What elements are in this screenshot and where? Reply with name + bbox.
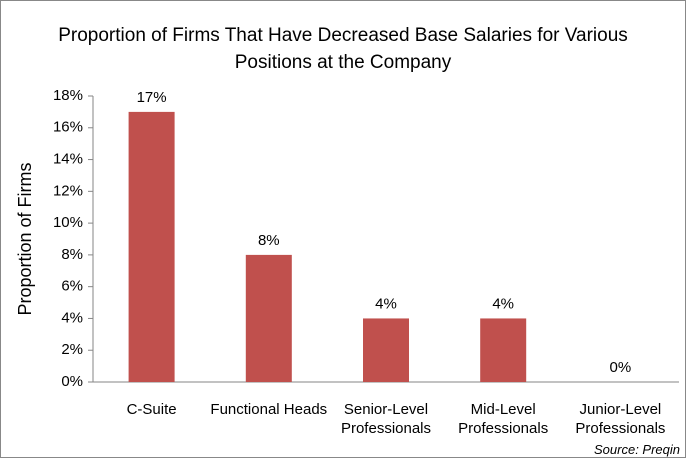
bar xyxy=(245,254,292,382)
x-tick-label: C-Suite xyxy=(126,401,177,418)
bar xyxy=(363,318,409,382)
y-tick-label: 8% xyxy=(61,246,83,263)
y-axis-label: Proportion of Firms xyxy=(15,162,35,315)
x-tick-label: Senior-Level Professionals xyxy=(340,401,432,437)
y-tick-label: 18% xyxy=(53,87,83,104)
x-tick-label: Junior-Level Professionals xyxy=(575,401,666,437)
source: Source: Preqin xyxy=(594,442,680,457)
y-tick-label: 4% xyxy=(61,309,83,326)
data-label: 0% xyxy=(610,359,632,376)
y-tick-label: 12% xyxy=(53,182,83,199)
bar xyxy=(480,318,527,382)
y-tick-label: 2% xyxy=(61,341,83,358)
y-tick-label: 16% xyxy=(53,119,83,136)
bar xyxy=(128,111,175,382)
y-tick-label: 14% xyxy=(53,151,83,168)
x-tick-label: Functional Heads xyxy=(210,401,328,418)
y-tick-label: 10% xyxy=(53,214,83,231)
chart-title: Proportion of Firms That Have Decreased … xyxy=(58,25,628,73)
x-tick-label: Mid-Level Professionals xyxy=(458,401,549,437)
data-label: 8% xyxy=(258,232,280,249)
data-label: 17% xyxy=(137,89,167,106)
data-label: 4% xyxy=(375,295,397,312)
data-label: 4% xyxy=(492,295,514,312)
y-tick-label: 0% xyxy=(61,373,83,390)
y-tick-label: 6% xyxy=(61,278,83,295)
